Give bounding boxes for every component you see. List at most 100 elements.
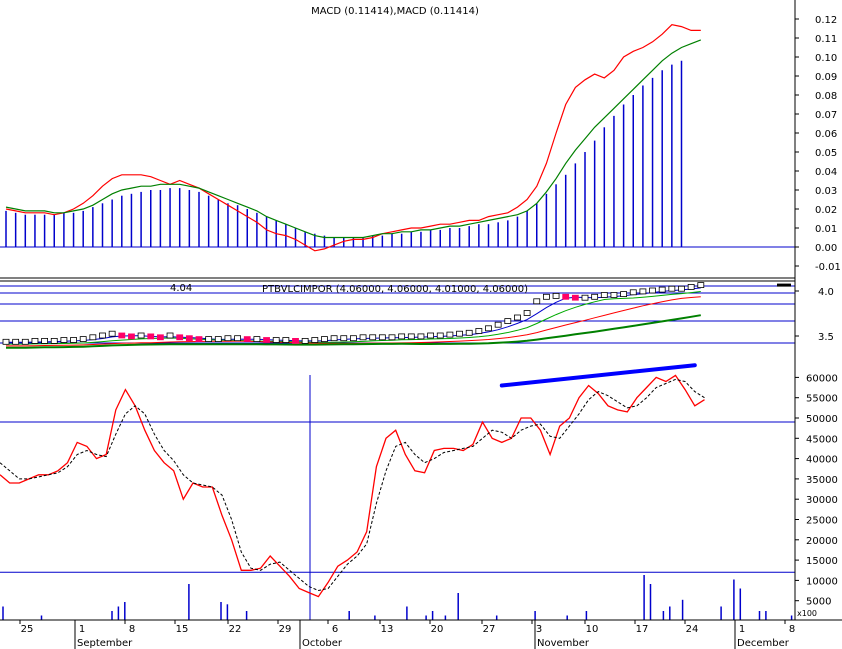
macd-title: MACD (0.11414),MACD (0.11414) <box>311 6 479 17</box>
price-candle <box>591 293 599 300</box>
price-panel <box>0 280 795 349</box>
macd-line <box>5 24 701 252</box>
price-candle <box>234 335 242 342</box>
price-candle <box>292 337 299 344</box>
x-day-label: 27 <box>483 624 496 635</box>
price-y-tick-label: 3.5 <box>818 332 834 343</box>
macd-y-tick-label: 0.10 <box>815 53 837 64</box>
price-average-line <box>6 314 701 349</box>
price-candle <box>128 333 135 340</box>
price-candle <box>2 338 10 345</box>
price-candle <box>31 337 39 344</box>
macd-y-tick-label: 0.03 <box>815 186 837 197</box>
price-candle <box>485 325 492 332</box>
price-candle <box>118 332 126 339</box>
price-candle <box>533 298 541 305</box>
price-candle <box>349 335 357 342</box>
x-day-label: 22 <box>229 624 242 635</box>
price-average-line <box>6 291 701 345</box>
price-y-tick-label: 4.0 <box>818 287 834 298</box>
price-candle <box>99 332 106 339</box>
price-candle <box>282 337 290 343</box>
price-candle <box>543 293 550 300</box>
price-candle <box>359 334 367 341</box>
x-day-label: 8 <box>129 624 135 635</box>
price-candle <box>620 291 627 298</box>
x-day-label: 24 <box>686 624 699 635</box>
osc-y-tick-label: 30000 <box>806 495 838 506</box>
x-day-label: 10 <box>586 624 599 635</box>
price-candle <box>253 336 261 343</box>
x-day-label: 20 <box>431 624 444 635</box>
price-candle <box>185 335 193 342</box>
price-candle <box>494 321 502 328</box>
osc-y-tick-label: 5000 <box>806 597 831 608</box>
oscillator-unit-label: x100 <box>797 609 817 618</box>
macd-signal-line <box>5 39 702 239</box>
osc-y-tick-label: 45000 <box>806 434 838 445</box>
macd-y-tick-label: 0.07 <box>815 110 837 121</box>
price-last-marker <box>777 283 791 287</box>
price-candle <box>658 286 666 293</box>
price-candle <box>562 293 570 300</box>
price-candle <box>21 338 29 345</box>
osc-signal-line <box>0 378 705 592</box>
price-candle <box>60 337 68 343</box>
price-annotation: 4.04 <box>170 283 192 294</box>
price-candle <box>668 285 676 292</box>
price-candle <box>166 332 174 339</box>
macd-y-tick-label: 0.05 <box>815 148 837 159</box>
price-candle <box>79 336 87 343</box>
osc-y-tick-label: 10000 <box>806 576 838 587</box>
price-candle <box>272 337 280 343</box>
x-day-label: 15 <box>176 624 189 635</box>
price-candle <box>70 337 77 343</box>
price-candle <box>50 337 58 344</box>
x-day-label: 13 <box>381 624 394 635</box>
price-candle <box>108 330 116 337</box>
price-candle <box>398 333 406 340</box>
price-candle <box>41 337 48 344</box>
osc-y-tick-label: 15000 <box>806 556 838 567</box>
price-candle <box>475 328 483 334</box>
macd-y-tick-label: 0.04 <box>815 167 837 178</box>
price-candle <box>427 332 435 339</box>
price-candle <box>321 336 328 343</box>
price-candle <box>571 294 579 301</box>
osc-y-tick-label: 25000 <box>806 516 838 527</box>
price-candle <box>263 337 270 343</box>
price-candle <box>581 294 589 301</box>
osc-trendline <box>499 363 697 388</box>
x-day-label: 6 <box>332 624 338 635</box>
x-day-label: 25 <box>21 624 34 635</box>
price-candle <box>552 292 560 299</box>
macd-y-tick-label: 0.00 <box>815 243 837 254</box>
x-day-label: 17 <box>636 624 649 635</box>
price-candle <box>629 289 637 296</box>
price-candle <box>301 337 309 344</box>
price-candle <box>214 336 222 343</box>
price-candle <box>156 334 164 341</box>
price-candle <box>176 334 184 341</box>
x-month-label: December <box>737 638 790 649</box>
price-candle <box>205 336 213 343</box>
price-candle <box>311 337 319 343</box>
osc-y-tick-label: 55000 <box>806 394 838 405</box>
macd-y-tick-label: 0.09 <box>815 72 837 83</box>
x-month-label: November <box>537 638 590 649</box>
osc-y-tick-label: 60000 <box>806 373 838 384</box>
price-candle <box>340 335 348 342</box>
price-candle <box>639 288 647 295</box>
price-candle <box>224 335 232 342</box>
osc-y-tick-label: 20000 <box>806 536 838 547</box>
x-day-label: 8 <box>789 624 795 635</box>
price-candle <box>649 287 656 294</box>
macd-y-tick-label: 0.01 <box>815 224 837 235</box>
macd-y-tick-label: 0.11 <box>815 34 837 45</box>
price-candle <box>417 333 425 340</box>
price-candle <box>195 336 203 343</box>
price-candle <box>388 334 396 341</box>
price-candle <box>378 334 386 341</box>
